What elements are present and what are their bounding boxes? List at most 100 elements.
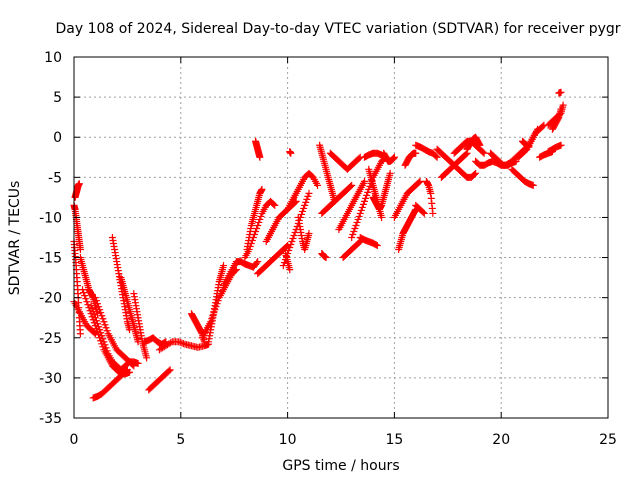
data-point (529, 181, 537, 189)
data-point (480, 149, 488, 157)
data-point (287, 241, 295, 249)
y-tick-label: -25 (39, 331, 62, 347)
data-point (300, 204, 308, 212)
data-point (303, 195, 311, 203)
series-arc-15 (155, 338, 213, 354)
data-point (355, 212, 363, 220)
data-point (351, 224, 359, 232)
data-point (101, 341, 109, 349)
data-point (390, 153, 398, 161)
data-point (80, 289, 88, 297)
data-point (100, 318, 108, 326)
series-arc-40 (380, 149, 398, 165)
data-point (95, 303, 103, 311)
y-tick-label: 5 (53, 90, 62, 106)
series-arc-53 (508, 165, 537, 189)
data-point (432, 152, 440, 160)
data-point (416, 177, 424, 185)
series-arc-5 (76, 254, 101, 318)
x-tick-label: 10 (279, 432, 297, 448)
series-arc-28 (286, 148, 295, 157)
x-tick-label: 0 (70, 432, 79, 448)
axis-ticks (73, 56, 609, 419)
data-point (143, 354, 151, 362)
y-tick-label: 0 (53, 130, 62, 146)
series-arc-42 (390, 177, 424, 221)
series-arc-3 (71, 180, 83, 201)
data-point (285, 247, 293, 255)
y-tick-labels: -35 -30 -25 -20 -15 -10 -5 0 5 10 (39, 50, 62, 427)
x-tick-label: 20 (492, 432, 510, 448)
data-point (89, 308, 97, 316)
data-point (176, 338, 184, 346)
data-point (364, 188, 372, 196)
data-point (287, 149, 295, 157)
data-point (412, 149, 420, 157)
data-point (102, 324, 110, 332)
data-point (165, 367, 173, 375)
y-tick-label: -20 (39, 291, 62, 307)
data-point (255, 218, 263, 226)
data-point (290, 231, 298, 239)
data-point (349, 230, 357, 238)
data-point (358, 203, 366, 211)
data-point (305, 189, 313, 197)
data-point (220, 262, 228, 270)
data-point (99, 335, 107, 343)
series-arc-27 (294, 213, 313, 254)
data-point (557, 105, 565, 113)
data-point (471, 170, 478, 178)
data-point (420, 209, 428, 217)
y-tick-label: -30 (39, 371, 62, 387)
series-arc-22 (254, 242, 292, 278)
series-arc-9 (89, 366, 131, 402)
data-point (166, 366, 174, 374)
series-arc-8 (91, 294, 138, 370)
data-point (178, 339, 186, 347)
y-tick-label: -15 (39, 251, 62, 267)
series-arc-33 (335, 177, 368, 233)
data-point (356, 209, 364, 217)
data-point (93, 300, 101, 308)
data-point (378, 213, 386, 221)
data-point (254, 221, 262, 229)
series-arc-18 (205, 262, 228, 346)
series-arc-62 (281, 250, 294, 274)
series-arc-21 (243, 185, 266, 254)
data-point (347, 182, 355, 190)
data-point (90, 329, 98, 337)
data-point (91, 294, 99, 302)
data-point (75, 180, 83, 188)
data-point (91, 314, 99, 322)
data-point (419, 208, 427, 216)
data-point (101, 321, 109, 329)
data-point (283, 243, 291, 251)
data-point (304, 192, 312, 200)
data-point (288, 238, 296, 246)
data-point (179, 340, 187, 348)
data-point (302, 198, 310, 206)
data-point (92, 297, 100, 305)
series-arc-44 (412, 141, 441, 161)
data-point (373, 242, 381, 250)
x-axis-title: GPS time / hours (282, 458, 399, 474)
data-point (433, 153, 441, 161)
x-tick-labels: 0 5 10 15 20 25 (70, 432, 617, 448)
series-arc-45 (422, 177, 437, 217)
data-point (167, 339, 175, 347)
data-point (253, 224, 261, 232)
data-point (539, 122, 547, 130)
data-point (253, 259, 261, 267)
data-point (472, 169, 480, 177)
data-marks (70, 88, 567, 402)
data-point (97, 309, 105, 317)
data-point (363, 191, 371, 199)
data-point (415, 178, 423, 186)
series-arc-39 (356, 234, 381, 250)
data-point (305, 229, 313, 237)
data-point (103, 347, 111, 355)
data-point (525, 143, 533, 151)
chart-title: Day 108 of 2024, Sidereal Day-to-day VTE… (55, 21, 620, 37)
data-point (350, 227, 358, 235)
